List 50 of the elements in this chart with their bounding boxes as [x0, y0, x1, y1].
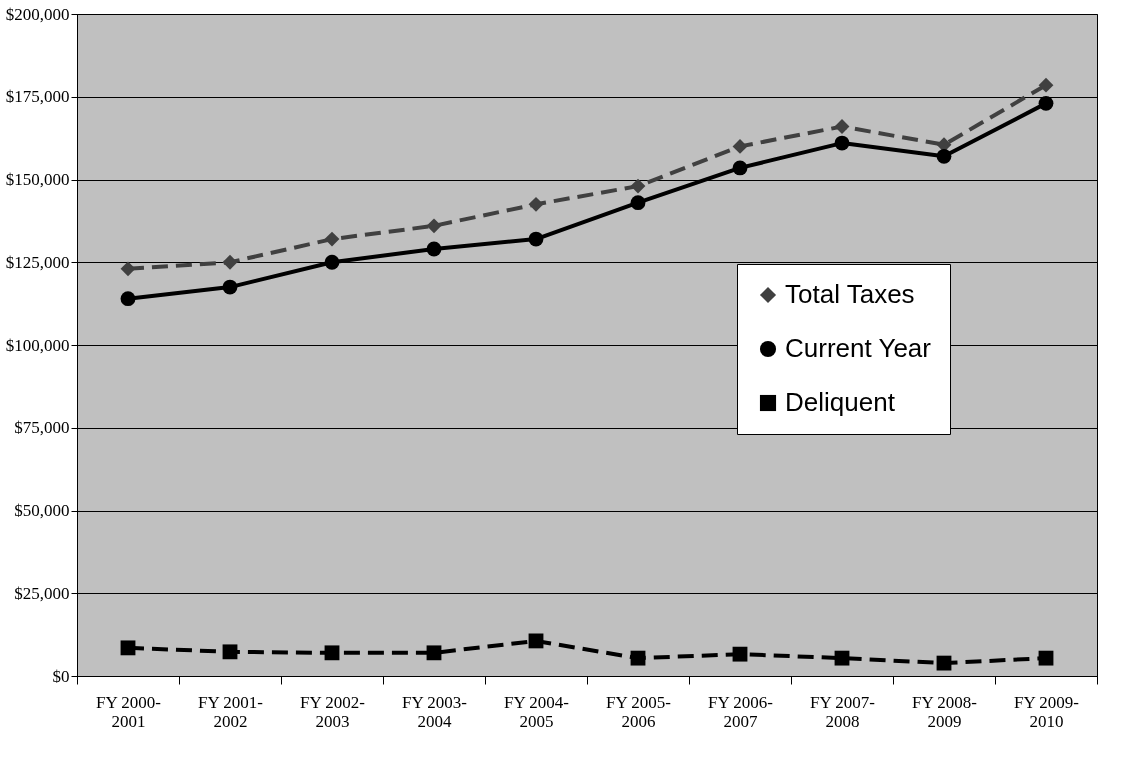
point — [324, 254, 340, 270]
point — [426, 241, 442, 257]
x-tick-label: FY 2007-2008 — [809, 692, 876, 731]
point — [528, 633, 544, 649]
point — [528, 231, 544, 247]
y-tick-label: $200,000 — [5, 4, 70, 24]
y-tick-label: $150,000 — [5, 170, 70, 189]
y-tick-label: $0 — [52, 666, 70, 686]
point — [834, 650, 850, 666]
point — [732, 138, 748, 154]
x-tick-label: FY 2006-2007 — [707, 692, 774, 731]
x-tick-label: FY 2001-2002 — [197, 692, 264, 731]
point — [630, 195, 646, 211]
legend-label: Current Year — [785, 333, 932, 363]
y-tick-label: $175,000 — [5, 87, 70, 107]
point — [120, 291, 136, 307]
point — [1038, 650, 1054, 666]
point — [1038, 77, 1054, 93]
point — [630, 650, 646, 666]
x-tick-label: FY 2008-2009 — [911, 692, 978, 731]
point — [630, 178, 646, 194]
point — [528, 196, 544, 212]
point — [1038, 95, 1054, 111]
point — [222, 644, 238, 660]
point — [222, 279, 238, 295]
point — [324, 645, 340, 661]
point — [324, 231, 340, 247]
point — [426, 645, 442, 661]
x-tick-label: FY 2002-2003 — [299, 692, 366, 731]
x-tick-label: FY 2003-2004 — [401, 692, 468, 731]
y-tick-label: $50,000 — [14, 501, 70, 520]
point — [732, 646, 748, 662]
y-tick-label: $25,000 — [14, 583, 70, 603]
x-tick-label: FY 2009-2010 — [1013, 692, 1080, 731]
x-tick-label: FY 2000-2001 — [95, 692, 162, 731]
legend-label: Total Taxes — [785, 279, 915, 309]
point — [120, 640, 136, 656]
legend-label: Deliquent — [785, 387, 896, 417]
y-tick-label: $100,000 — [5, 335, 70, 355]
point — [222, 254, 238, 270]
point — [426, 218, 442, 234]
point — [120, 261, 136, 277]
x-tick-label: FY 2004-2005 — [503, 692, 570, 731]
point — [732, 160, 748, 176]
point — [834, 135, 850, 151]
y-tick-label: $125,000 — [5, 252, 70, 272]
point — [936, 148, 952, 164]
point — [936, 655, 952, 671]
y-tick-label: $75,000 — [14, 418, 70, 438]
x-tick-label: FY 2005-2006 — [605, 692, 672, 731]
